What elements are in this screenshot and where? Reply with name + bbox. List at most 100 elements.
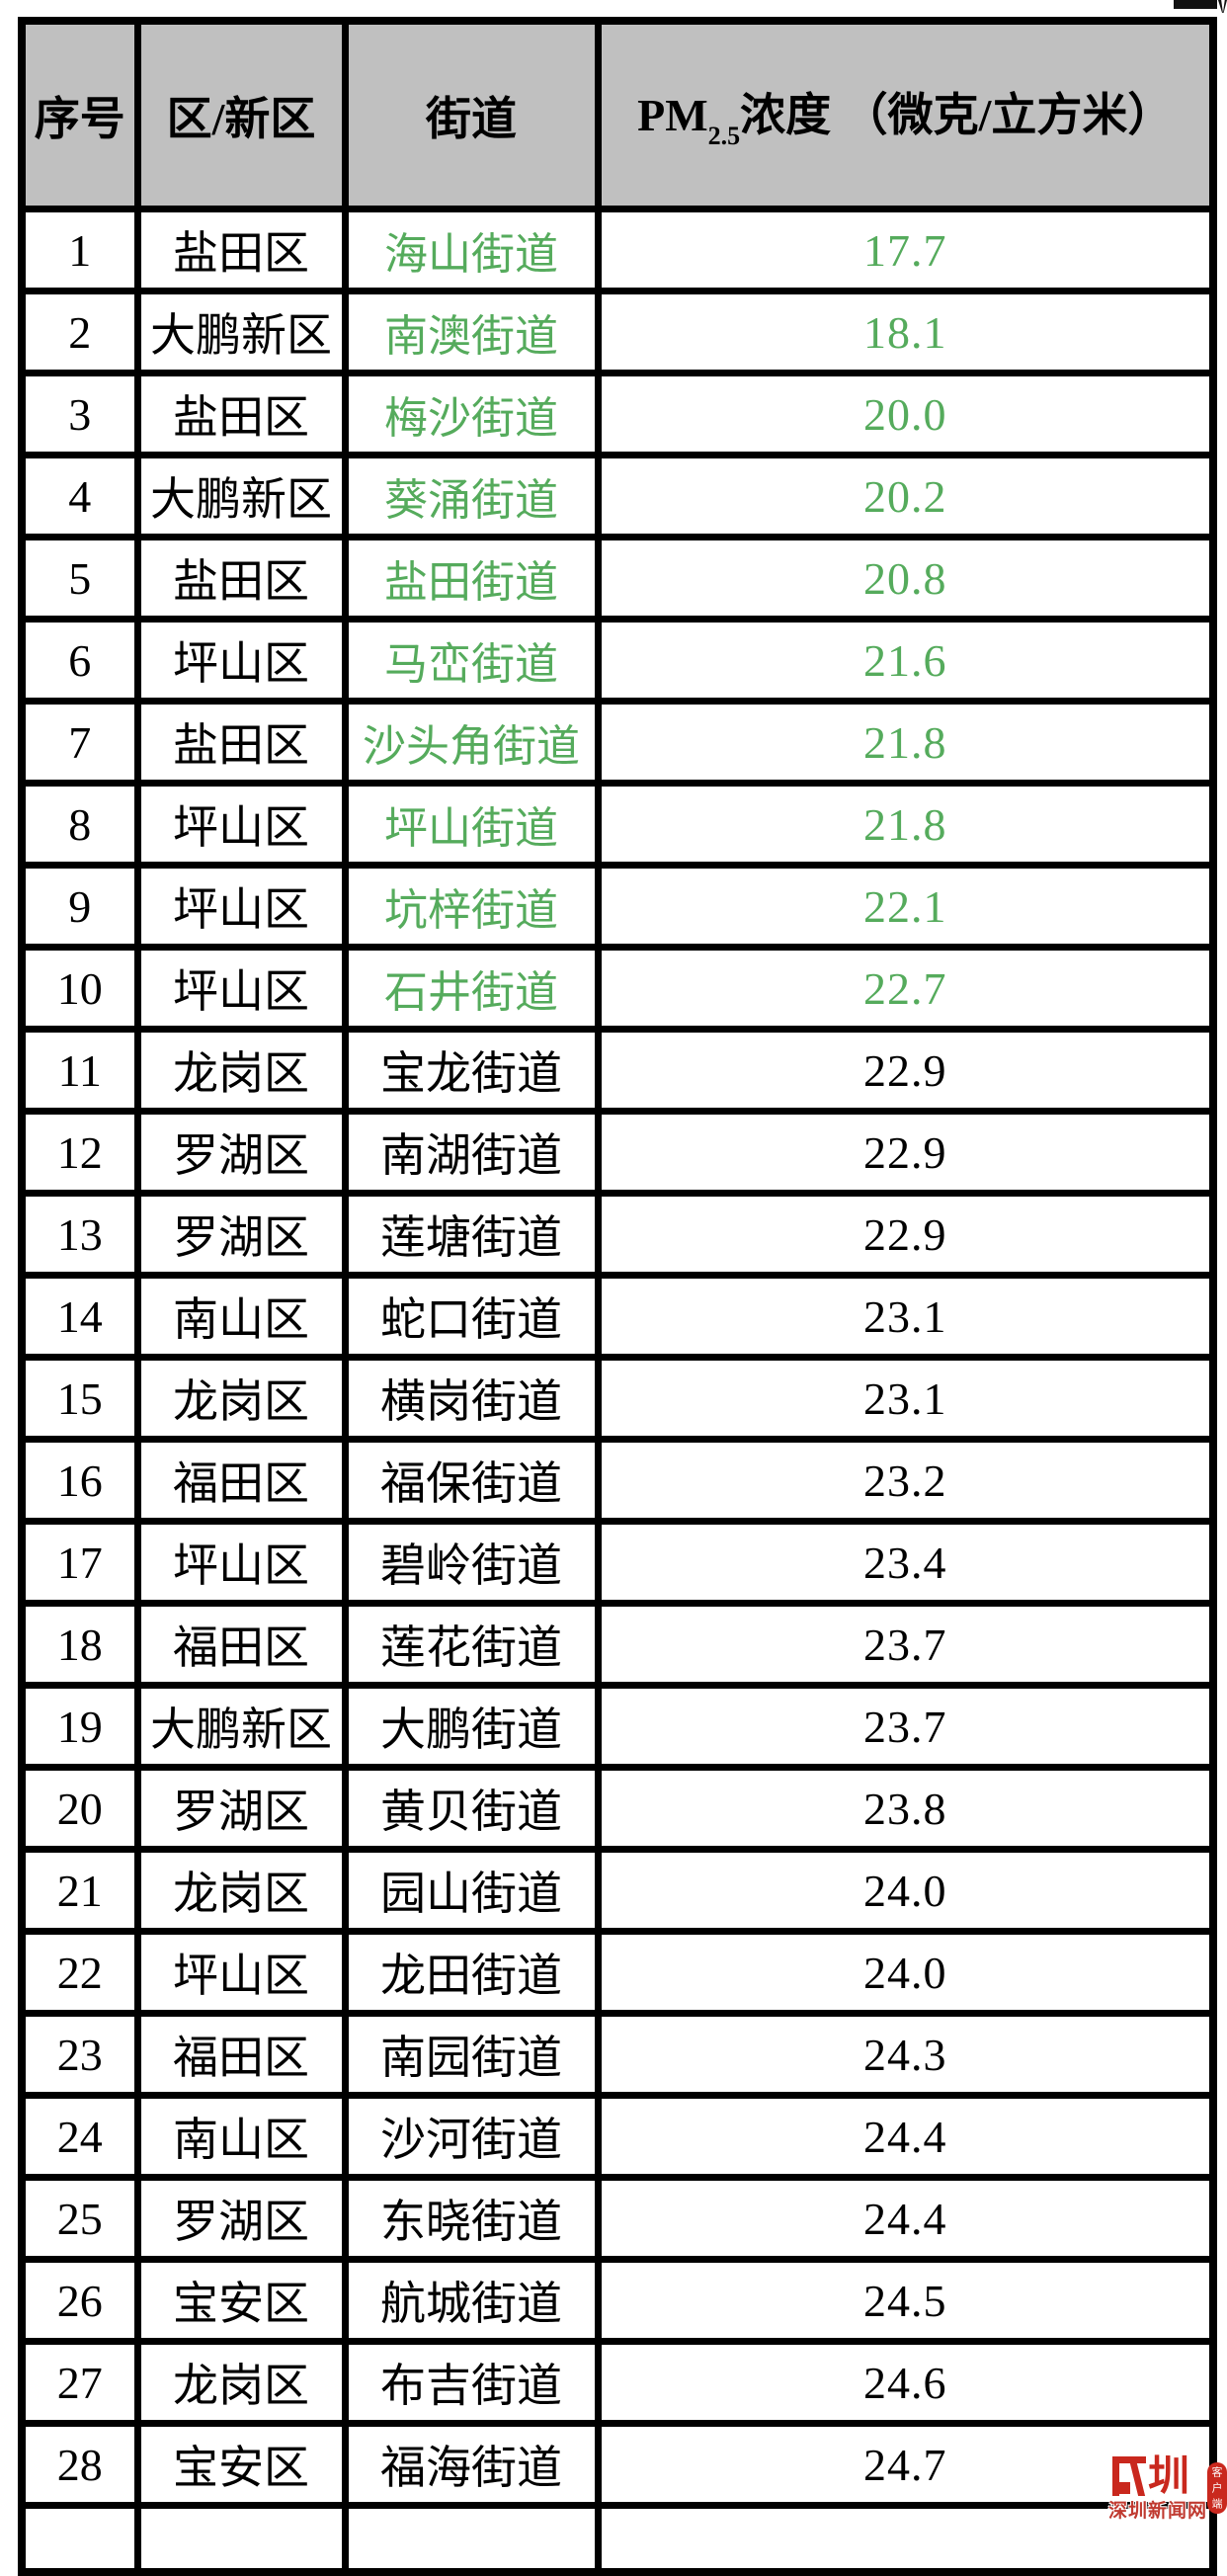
district-cell: 龙岗区 (133, 1846, 349, 1935)
table-row: 23 福田区 南园街道 24.3 (18, 2010, 1217, 2099)
street-cell: 葵涌街道 (341, 452, 602, 540)
street-cell: 大鹏街道 (341, 1682, 602, 1771)
watermark-logo-char: 圳 (1148, 2451, 1190, 2500)
table-row: 11 龙岗区 宝龙街道 22.9 (18, 1026, 1217, 1115)
header-street: 街道 (341, 17, 602, 212)
district-cell: 宝安区 (133, 2420, 349, 2509)
row-number: 13 (18, 1190, 141, 1279)
district-cell: 大鹏新区 (133, 288, 349, 376)
pm25-ranking-table: 序号 区/新区 街道 PM2.5浓度 （微克/立方米） 1 盐田区 海山街道 1… (18, 17, 1217, 2576)
row-number: 22 (18, 1928, 141, 2017)
street-cell: 布吉街道 (341, 2338, 602, 2427)
street-cell: 黄贝街道 (341, 1764, 602, 1853)
row-number (18, 2502, 141, 2576)
cropped-text-fragment-tick (1218, 0, 1227, 13)
row-number: 10 (18, 944, 141, 1033)
street-cell: 南澳街道 (341, 288, 602, 376)
street-cell: 沙头角街道 (341, 698, 602, 787)
table-row: 4 大鹏新区 葵涌街道 20.2 (18, 452, 1217, 540)
district-cell: 盐田区 (133, 206, 349, 294)
district-cell: 罗湖区 (133, 1108, 349, 1197)
pm25-value-cell: 24.6 (594, 2338, 1217, 2427)
row-number: 25 (18, 2174, 141, 2263)
district-cell: 大鹏新区 (133, 452, 349, 540)
street-cell: 碧岭街道 (341, 1518, 602, 1607)
district-cell: 坪山区 (133, 616, 349, 705)
table-row: 18 福田区 莲花街道 23.7 (18, 1600, 1217, 1689)
district-cell: 罗湖区 (133, 2174, 349, 2263)
district-cell: 宝安区 (133, 2256, 349, 2345)
row-number: 17 (18, 1518, 141, 1607)
street-cell: 龙田街道 (341, 1928, 602, 2017)
pm25-value-cell: 22.9 (594, 1108, 1217, 1197)
street-cell: 园山街道 (341, 1846, 602, 1935)
district-cell: 龙岗区 (133, 1354, 349, 1443)
table-row: 1 盐田区 海山街道 17.7 (18, 206, 1217, 294)
table-row: 6 坪山区 马峦街道 21.6 (18, 616, 1217, 705)
district-cell: 罗湖区 (133, 1190, 349, 1279)
pm25-value-cell: 22.1 (594, 862, 1217, 951)
district-cell: 盐田区 (133, 534, 349, 623)
table-row: 5 盐田区 盐田街道 20.8 (18, 534, 1217, 623)
table-row: 17 坪山区 碧岭街道 23.4 (18, 1518, 1217, 1607)
table-row: 26 宝安区 航城街道 24.5 (18, 2256, 1217, 2345)
watermark-logo: 圳 (1112, 2451, 1190, 2500)
street-cell: 福海街道 (341, 2420, 602, 2509)
row-number: 27 (18, 2338, 141, 2427)
table-row: 16 福田区 福保街道 23.2 (18, 1436, 1217, 1525)
watermark: 圳 深圳新闻网 客户端 (1106, 2451, 1227, 2522)
row-number: 18 (18, 1600, 141, 1689)
street-cell: 莲塘街道 (341, 1190, 602, 1279)
street-cell: 宝龙街道 (341, 1026, 602, 1115)
pm25-value-cell: 21.8 (594, 780, 1217, 869)
table-row: 9 坪山区 坑梓街道 22.1 (18, 862, 1217, 951)
row-number: 23 (18, 2010, 141, 2099)
street-cell: 福保街道 (341, 1436, 602, 1525)
table-row: 12 罗湖区 南湖街道 22.9 (18, 1108, 1217, 1197)
street-cell: 沙河街道 (341, 2092, 602, 2181)
row-number: 8 (18, 780, 141, 869)
watermark-client-badge: 客户端 (1207, 2462, 1227, 2514)
street-cell: 坑梓街道 (341, 862, 602, 951)
district-cell: 南山区 (133, 2092, 349, 2181)
street-cell: 梅沙街道 (341, 370, 602, 458)
pm25-value-cell: 22.9 (594, 1190, 1217, 1279)
district-cell: 罗湖区 (133, 1764, 349, 1853)
street-cell: 横岗街道 (341, 1354, 602, 1443)
table-row: 25 罗湖区 东晓街道 24.4 (18, 2174, 1217, 2263)
pm-label: PM (637, 90, 708, 140)
pm25-value-cell: 24.5 (594, 2256, 1217, 2345)
district-cell: 坪山区 (133, 1518, 349, 1607)
pm25-value-cell: 24.4 (594, 2174, 1217, 2263)
header-seq: 序号 (18, 17, 141, 212)
table-row: 15 龙岗区 横岗街道 23.1 (18, 1354, 1217, 1443)
pm25-value-cell: 22.7 (594, 944, 1217, 1033)
street-cell: 南湖街道 (341, 1108, 602, 1197)
row-number: 15 (18, 1354, 141, 1443)
street-cell: 海山街道 (341, 206, 602, 294)
row-number: 9 (18, 862, 141, 951)
row-number: 5 (18, 534, 141, 623)
district-cell (133, 2502, 349, 2576)
table-row: 19 大鹏新区 大鹏街道 23.7 (18, 1682, 1217, 1771)
street-cell: 坪山街道 (341, 780, 602, 869)
street-cell: 蛇口街道 (341, 1272, 602, 1361)
row-number: 16 (18, 1436, 141, 1525)
row-number: 12 (18, 1108, 141, 1197)
row-number: 26 (18, 2256, 141, 2345)
district-cell: 龙岗区 (133, 2338, 349, 2427)
pm25-value-cell: 23.1 (594, 1354, 1217, 1443)
table-row: 20 罗湖区 黄贝街道 23.8 (18, 1764, 1217, 1853)
pm25-value-cell: 24.0 (594, 1846, 1217, 1935)
pm25-value-cell: 23.8 (594, 1764, 1217, 1853)
table-row: 2 大鹏新区 南澳街道 18.1 (18, 288, 1217, 376)
header-pm25: PM2.5浓度 （微克/立方米） (594, 17, 1217, 212)
table-row-partial (18, 2502, 1217, 2576)
cropped-text-fragment-bar (1174, 0, 1217, 9)
row-number: 3 (18, 370, 141, 458)
row-number: 6 (18, 616, 141, 705)
table-row: 10 坪山区 石井街道 22.7 (18, 944, 1217, 1033)
header-district: 区/新区 (133, 17, 349, 212)
row-number: 7 (18, 698, 141, 787)
row-number: 14 (18, 1272, 141, 1361)
